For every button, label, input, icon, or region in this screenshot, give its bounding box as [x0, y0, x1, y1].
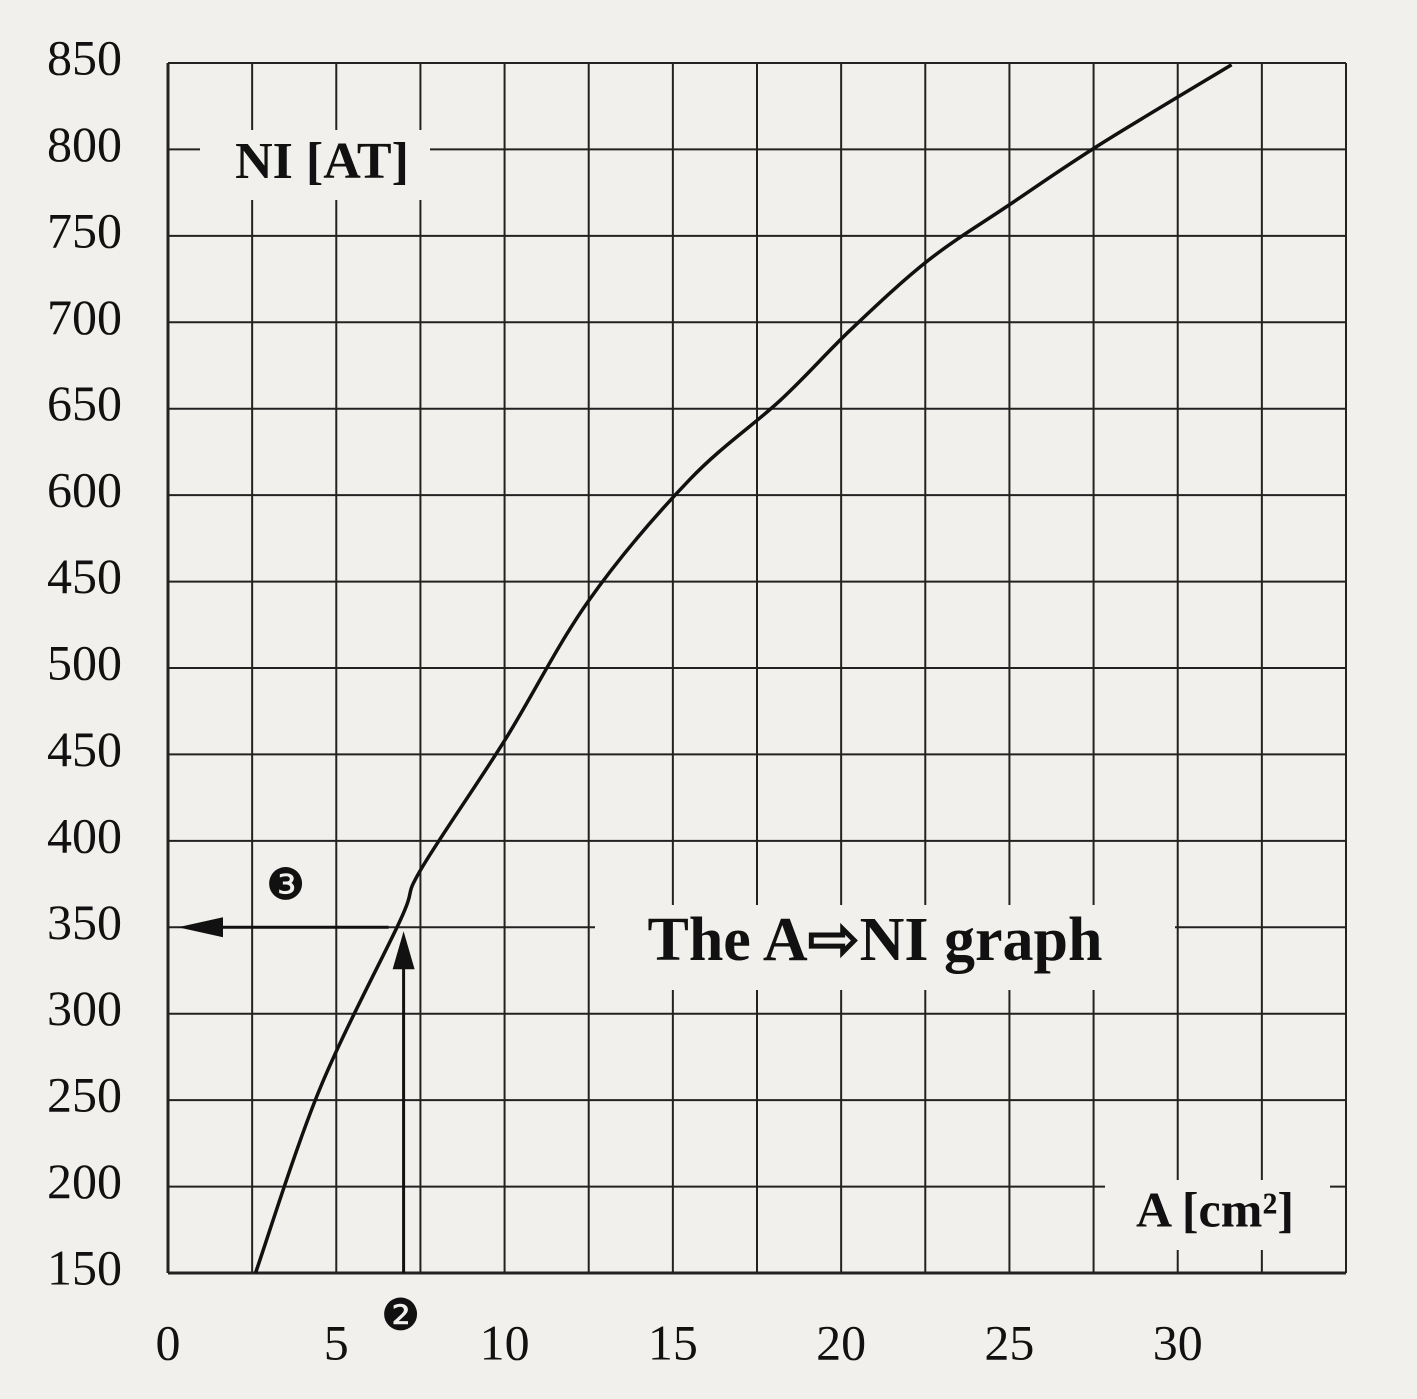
y-tick-label: 150	[47, 1239, 122, 1295]
title-bg	[595, 905, 1175, 990]
y-tick-label: 250	[47, 1067, 122, 1123]
curve	[253, 63, 1233, 1274]
arrow-head	[392, 931, 415, 970]
x-tick-label: 10	[480, 1314, 530, 1370]
y-tick-label: 200	[47, 1153, 122, 1209]
y-tick-label: 800	[47, 116, 122, 172]
y-tick-label: 650	[47, 375, 122, 431]
y-tick-label: 750	[47, 202, 122, 258]
y-tick-label: 850	[47, 29, 122, 85]
y-axis-label: NI [AT]	[235, 133, 409, 190]
arrow-head	[178, 917, 223, 938]
x-marker: ❷	[381, 1291, 420, 1340]
x-tick-label: 5	[324, 1314, 349, 1370]
grid	[166, 62, 1347, 1275]
y-tick-label: 600	[47, 462, 122, 518]
x-tick-label: 30	[1153, 1314, 1203, 1370]
y-tick-label: 400	[47, 807, 122, 863]
x-tick-label: 20	[816, 1314, 866, 1370]
x-tick-label: 25	[984, 1314, 1034, 1370]
y-marker: ❸	[266, 860, 305, 909]
label-bg	[200, 130, 430, 200]
x-tick-label: 15	[648, 1314, 698, 1370]
y-tick-label: 500	[47, 634, 122, 690]
y-tick-label: 350	[47, 894, 122, 950]
y-tick-label: 700	[47, 289, 122, 345]
label-bg	[1105, 1180, 1330, 1250]
x-tick-label: 0	[156, 1314, 181, 1370]
x-axis-label: A [cm²]	[1136, 1181, 1294, 1237]
y-tick-label: 450	[47, 548, 122, 604]
y-tick-label: 450	[47, 721, 122, 777]
y-tick-label: 300	[47, 980, 122, 1036]
chart-title: The A⇨NI graph	[647, 906, 1102, 974]
